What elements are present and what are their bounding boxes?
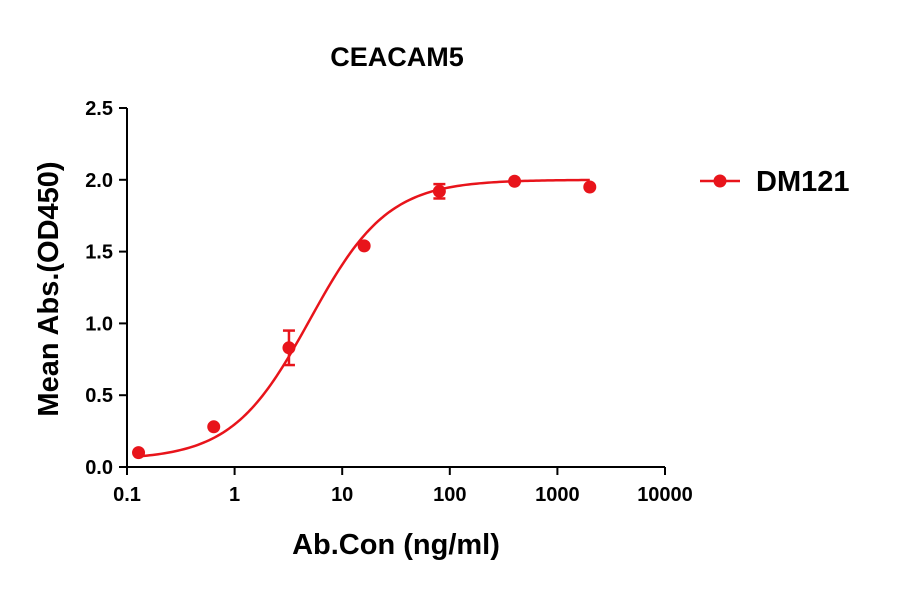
data-point	[432, 184, 446, 198]
data-point	[583, 180, 597, 194]
data-point	[132, 446, 146, 460]
chart-title: CEACAM5	[330, 42, 464, 72]
y-tick-label: 2.5	[85, 98, 113, 120]
fit-curve-layer	[138, 178, 590, 458]
data-point	[508, 174, 522, 188]
legend: DM121	[700, 166, 850, 198]
x-tick-label: 1	[229, 484, 240, 506]
x-tick-label: 100	[433, 484, 466, 506]
y-tick-label: 1.0	[85, 313, 113, 335]
x-tick-label: 0.1	[113, 484, 141, 506]
y-tick-label: 0.0	[85, 457, 113, 479]
y-axis-title: Mean Abs.(OD450)	[33, 161, 65, 416]
axes: 0.0 0.5 1.0 1.5 2.0 2.5 0.1 1 10 100 1000 10000	[85, 98, 693, 506]
data-point	[207, 420, 221, 434]
x-axis-title: Ab.Con (ng/ml)	[292, 529, 500, 561]
x-tick-label: 10000	[637, 484, 693, 506]
data-points-layer	[132, 174, 597, 460]
x-tick-label: 10	[331, 484, 353, 506]
fit-curve	[138, 178, 590, 458]
x-tick-label: 1000	[535, 484, 580, 506]
legend-marker	[713, 174, 727, 188]
y-tick-label: 0.5	[85, 385, 113, 407]
y-tick-label: 2.0	[85, 170, 113, 192]
legend-label: DM121	[756, 166, 850, 198]
y-tick-label: 1.5	[85, 242, 113, 264]
data-point	[357, 239, 371, 253]
data-point	[282, 341, 296, 355]
